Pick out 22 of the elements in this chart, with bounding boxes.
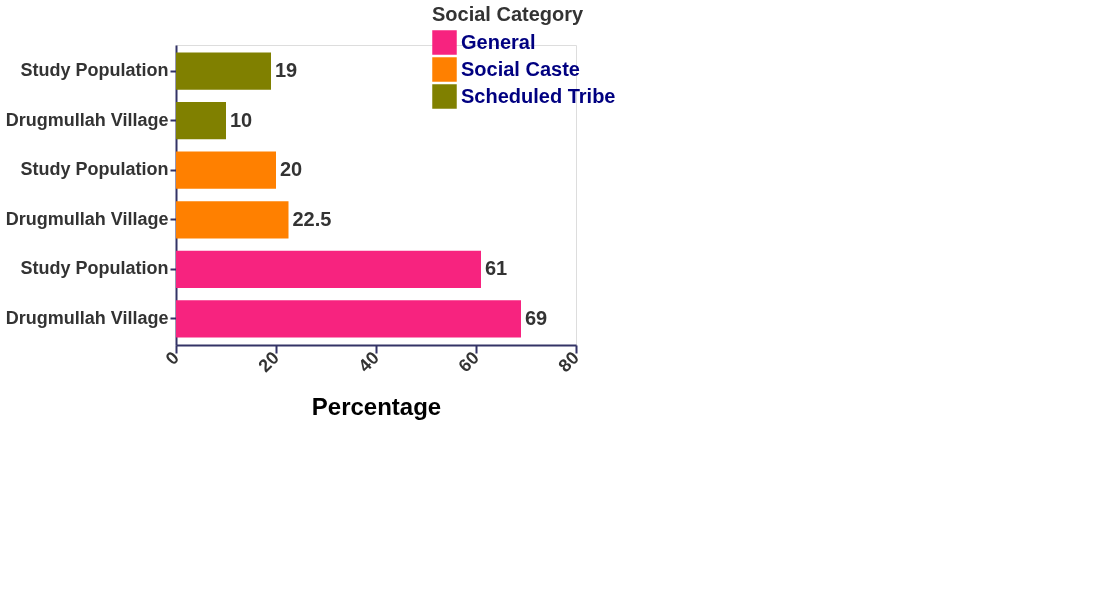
legend-label: Social Caste xyxy=(461,57,580,80)
data-label: 69 xyxy=(525,306,548,329)
y-tick-label: Study Population xyxy=(20,159,169,180)
data-label: 19 xyxy=(275,59,298,82)
x-tick-label: 80 xyxy=(554,347,583,377)
x-tick-label: 0 xyxy=(161,347,183,369)
data-label: 61 xyxy=(485,257,508,280)
legend-label: General xyxy=(461,30,536,53)
y-tick-label: Drugmullah Village xyxy=(5,307,169,328)
x-tick-label: 60 xyxy=(454,347,483,377)
legend-label: Scheduled Tribe xyxy=(461,84,616,107)
x-tick-label: 40 xyxy=(354,347,383,377)
y-tick-label: Drugmullah Village xyxy=(5,208,169,229)
legend-title: Social Category xyxy=(432,3,585,25)
y-tick-label: Study Population xyxy=(20,258,169,279)
y-tick-label: Study Population xyxy=(20,60,169,81)
x-tick-label: 20 xyxy=(254,347,283,377)
y-tick-label: Drugmullah Village xyxy=(5,109,169,130)
x-axis-title: Percentage xyxy=(311,393,442,421)
data-label: 20 xyxy=(280,158,303,181)
data-label: 10 xyxy=(230,108,253,131)
data-label: 22.5 xyxy=(292,207,332,230)
